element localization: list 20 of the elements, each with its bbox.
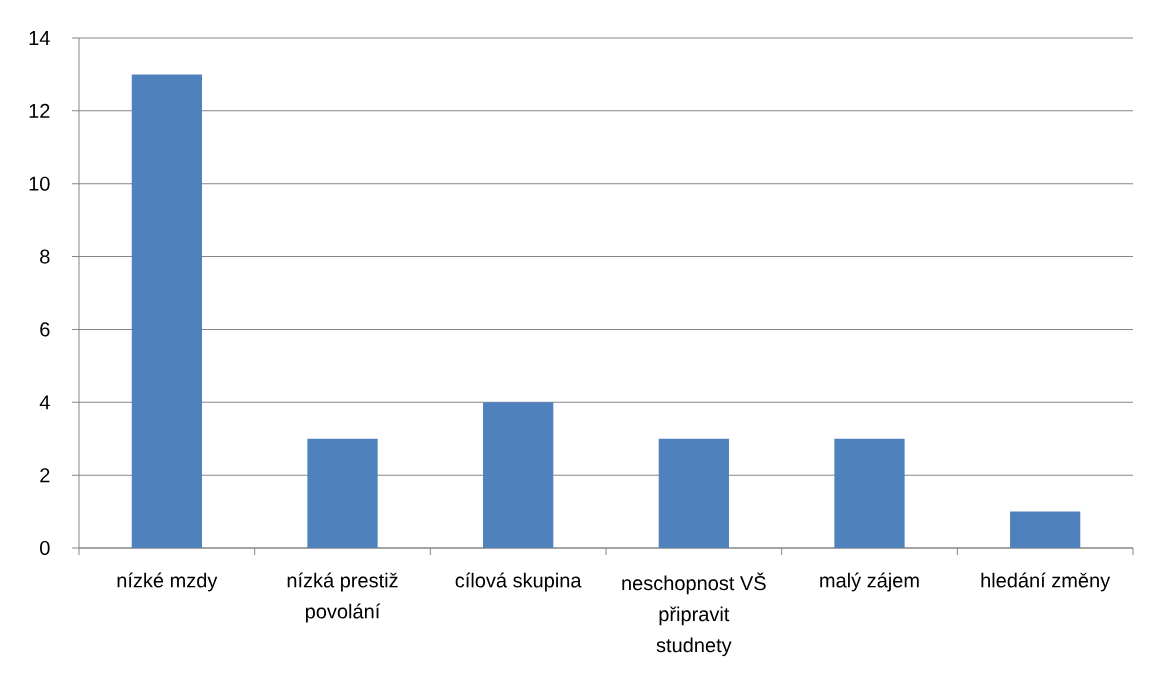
y-tick-label: 8 [40,249,50,264]
bar [483,402,554,548]
y-tick-label: 10 [29,176,50,191]
bar [307,438,378,548]
y-tick-label: 0 [40,540,50,556]
bar [1010,511,1081,548]
bar [131,74,202,548]
x-tick-label: nízké mzdy [117,572,218,592]
y-tick-label: 4 [39,395,50,410]
y-tick-label: 6 [40,322,50,337]
x-tick-label: nízká prestiž povolání [287,572,398,623]
bar [834,438,905,548]
y-tick-label: 14 [29,31,50,45]
y-tick-label: 12 [29,103,50,118]
x-tick-label: neschopnost VŠ připravit studnety [622,572,766,657]
x-tick-label: hledání změny [981,572,1111,592]
y-tick-label: 2 [40,468,50,483]
x-tick-label: cílová skupina [455,572,582,592]
bar [658,438,729,548]
x-tick-label: malý zájem [820,572,919,592]
